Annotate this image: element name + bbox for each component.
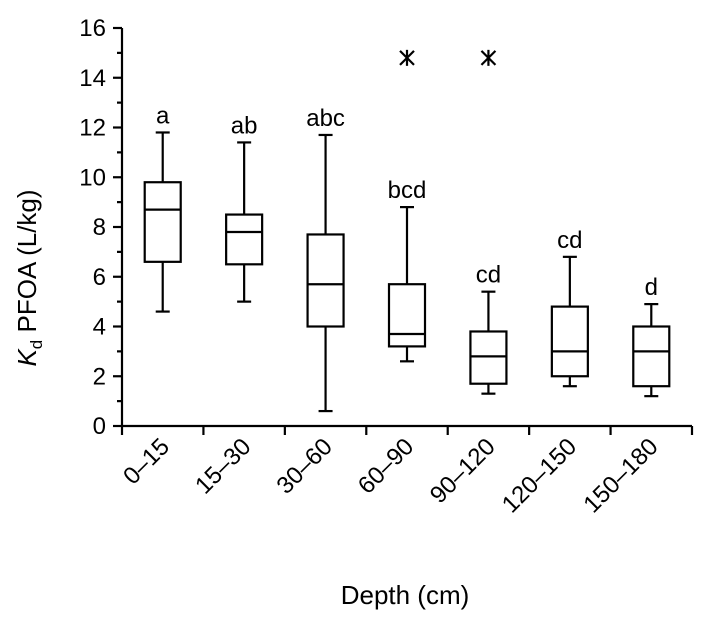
significance-label: cd: [476, 262, 501, 289]
box-group-0–15: a: [145, 102, 181, 311]
x-tick-label: 0–15: [118, 433, 175, 490]
significance-label: cd: [557, 227, 582, 254]
outlier-marker: [400, 50, 414, 66]
box-iqr: [552, 307, 588, 377]
box-group-60–90: bcd: [388, 50, 427, 361]
significance-label: ab: [231, 112, 258, 139]
box-plot-chart: 0 2 4 6 8 10 12 14 16 a ab abc bcd cd cd d 0–15 15–30 30…: [0, 0, 708, 625]
y-tick-label: 2: [93, 363, 106, 390]
x-axis-title: Depth (cm): [341, 580, 470, 610]
box-group-120–150: cd: [552, 227, 588, 386]
x-tick-label: 30–60: [272, 433, 338, 499]
box-group-90–120: cd: [470, 50, 506, 394]
box-group-150–180: d: [633, 274, 669, 396]
y-axis-title: Kd PFOA (L/kg): [12, 189, 46, 366]
y-axis-ticks: 0 2 4 6 8 10 12 14 16: [79, 15, 122, 440]
box-iqr: [226, 215, 262, 265]
significance-label: d: [645, 274, 658, 301]
x-tick-label: 150–180: [578, 433, 663, 518]
box-iqr: [470, 331, 506, 383]
box-iqr: [145, 182, 181, 262]
y-axis-title-symbol: K: [12, 348, 42, 367]
y-tick-label: 4: [93, 314, 106, 341]
box-iqr: [308, 234, 344, 326]
x-tick-label: 120–150: [497, 433, 582, 518]
y-tick-label: 6: [93, 264, 106, 291]
significance-label: bcd: [388, 177, 427, 204]
y-tick-label: 16: [79, 15, 106, 42]
y-tick-label: 14: [79, 65, 106, 92]
box-iqr: [389, 284, 425, 346]
x-tick-label: 15–30: [190, 433, 256, 499]
box-plot-series: a ab abc bcd cd cd d: [145, 50, 670, 411]
box-group-30–60: abc: [306, 105, 345, 411]
y-tick-label: 10: [79, 164, 106, 191]
y-tick-label: 0: [93, 413, 106, 440]
box-iqr: [633, 327, 669, 387]
y-tick-label: 8: [93, 214, 106, 241]
x-tick-label: 60–90: [353, 433, 419, 499]
y-tick-label: 12: [79, 115, 106, 142]
y-axis-title-subscript: d: [27, 340, 46, 349]
y-axis-title-text: PFOA (L/kg): [12, 189, 42, 339]
outlier-marker: [481, 50, 495, 66]
significance-label: abc: [306, 105, 345, 132]
significance-label: a: [156, 102, 170, 129]
box-group-15–30: ab: [226, 112, 262, 301]
x-tick-label: 90–120: [425, 433, 501, 509]
